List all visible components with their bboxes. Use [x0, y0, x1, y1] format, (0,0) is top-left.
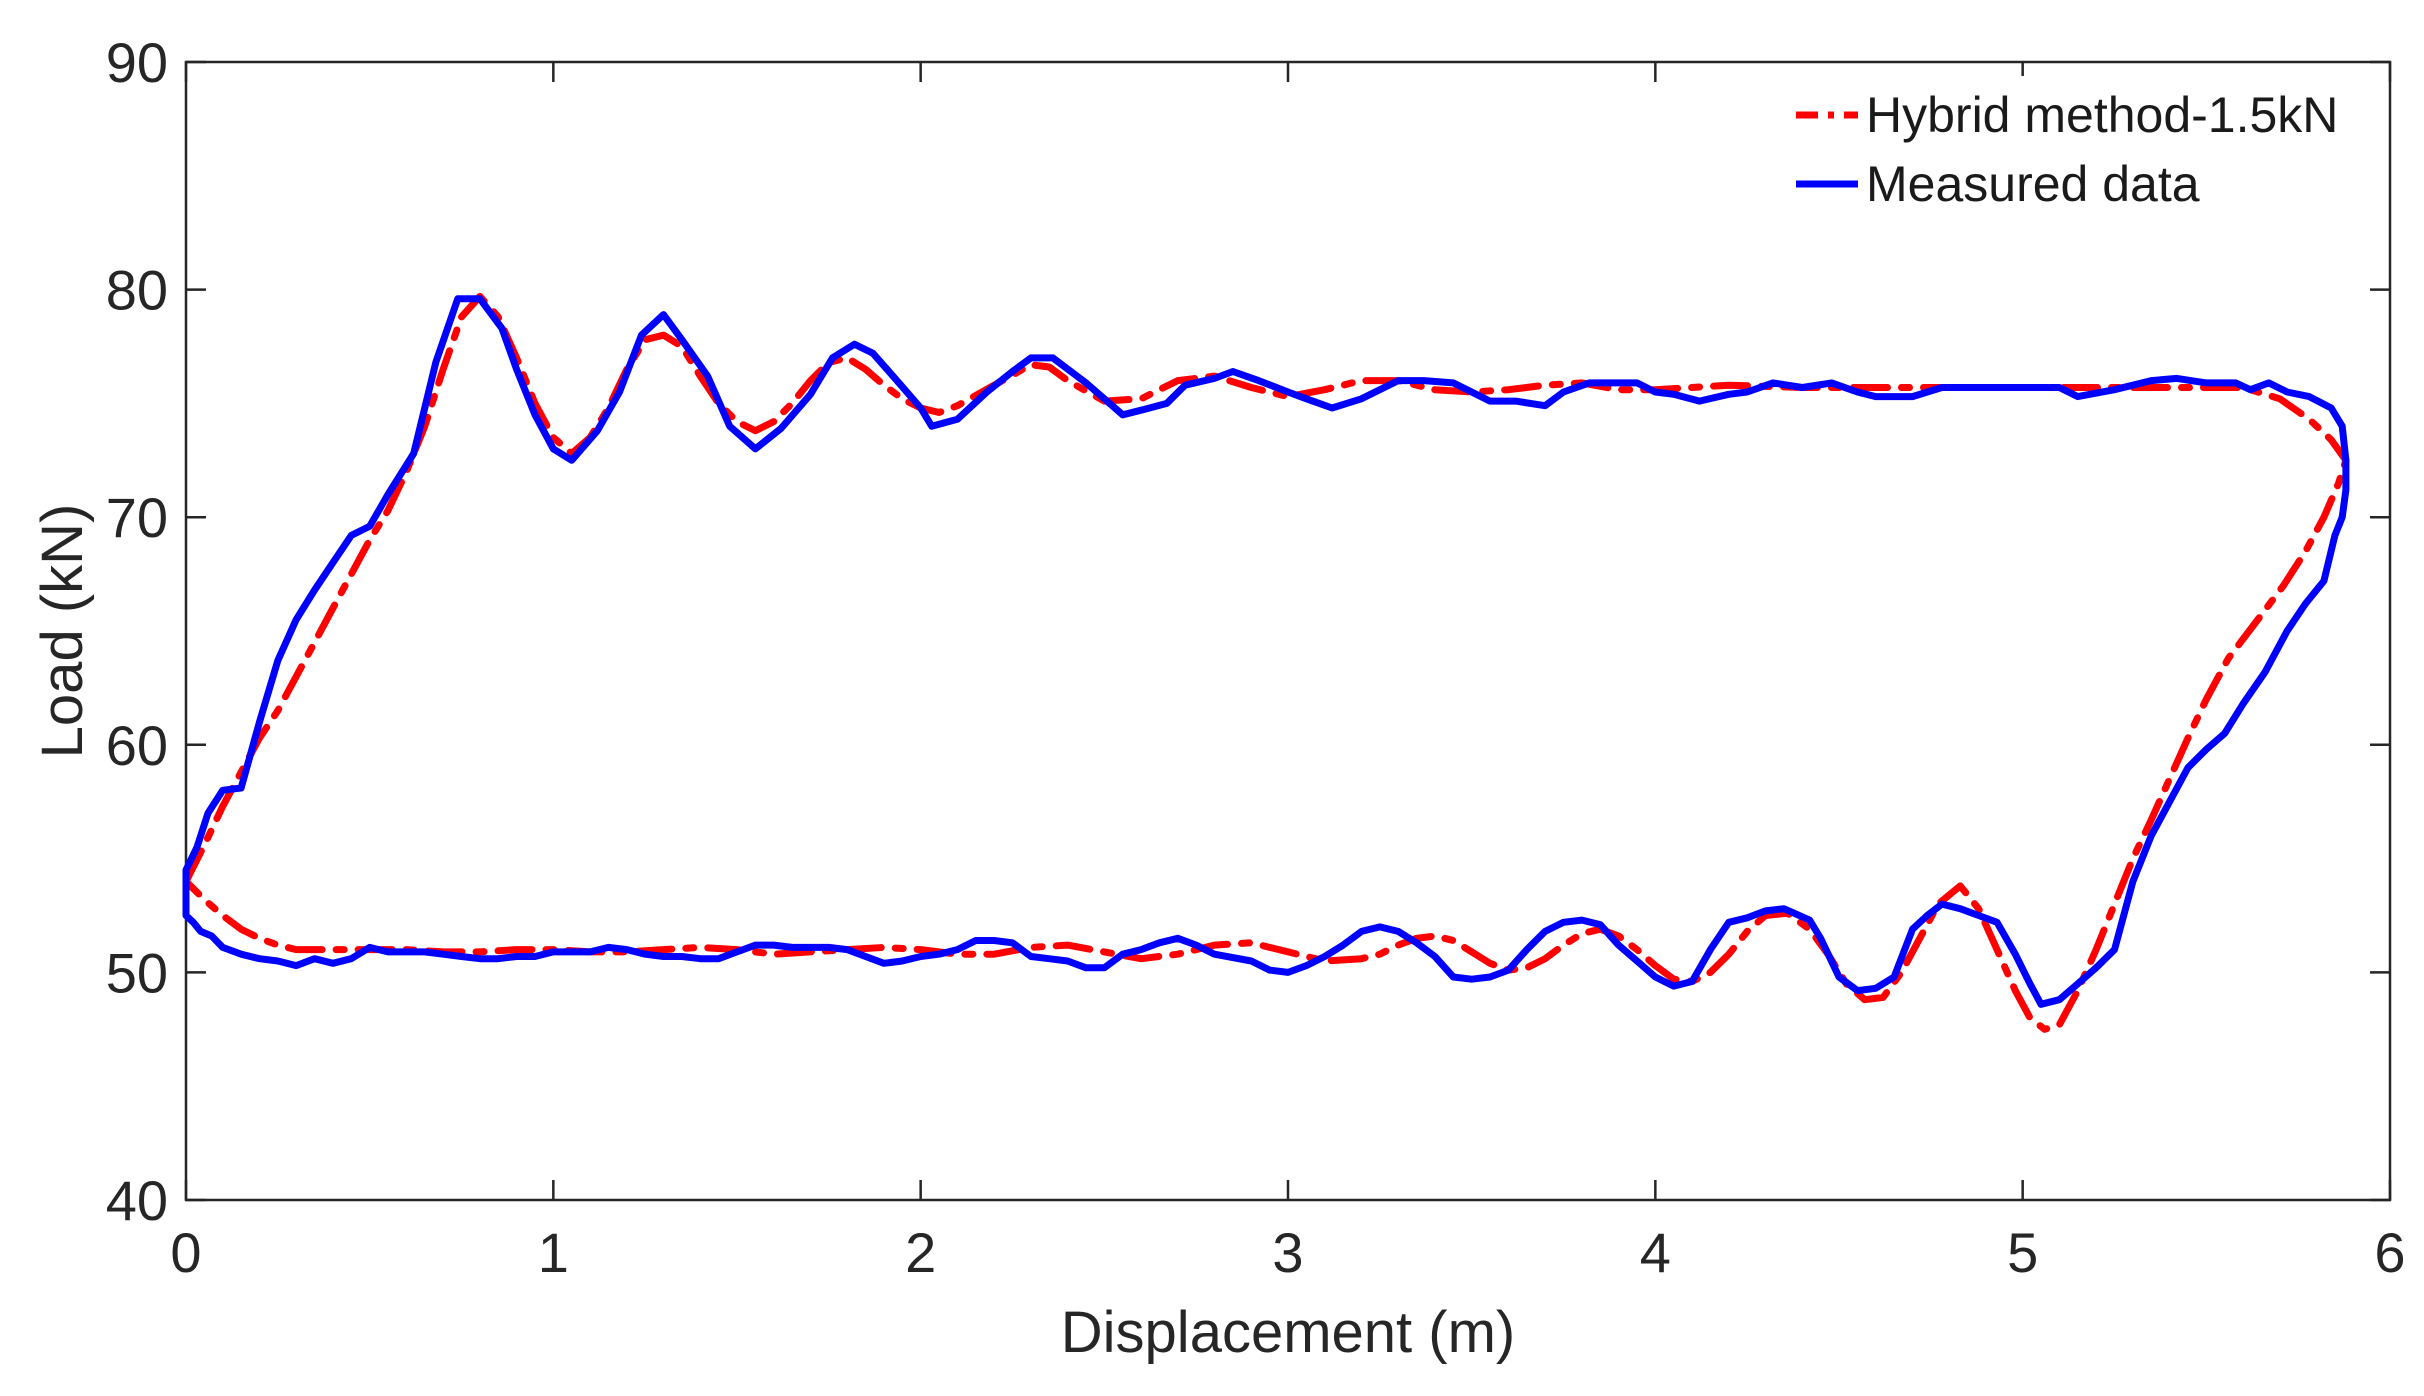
x-tick-label: 0	[170, 1221, 201, 1284]
x-tick-label: 3	[1272, 1221, 1303, 1284]
legend-label-hybrid-method: Hybrid method-1.5kN	[1866, 87, 2338, 143]
y-tick-label: 70	[106, 486, 168, 549]
legend-box	[1780, 76, 2380, 226]
x-tick-label: 2	[905, 1221, 936, 1284]
series-line-hybrid-method	[182, 292, 2350, 1033]
legend: Hybrid method-1.5kN Measured data	[1780, 76, 2380, 226]
x-axis-label: Displacement (m)	[1061, 1300, 1515, 1365]
y-tick-label: 90	[106, 31, 168, 94]
y-axis-label: Load (kN)	[30, 504, 95, 759]
x-tick-label: 6	[2374, 1221, 2405, 1284]
y-tick-label: 40	[106, 1169, 168, 1232]
y-tick-label: 50	[106, 941, 168, 1004]
series-layer	[182, 292, 2350, 1033]
y-tick-label: 60	[106, 714, 168, 777]
axis-ticks: 0 1 2 3 4 5 6 40 50 60 70 80 90	[106, 31, 2406, 1284]
y-tick-label: 80	[106, 259, 168, 322]
legend-label-measured-data: Measured data	[1866, 156, 2200, 212]
x-tick-label: 1	[538, 1221, 569, 1284]
x-tick-label: 5	[2007, 1221, 2038, 1284]
x-tick-label: 4	[1640, 1221, 1671, 1284]
series-line-measured-data	[182, 295, 2350, 1008]
